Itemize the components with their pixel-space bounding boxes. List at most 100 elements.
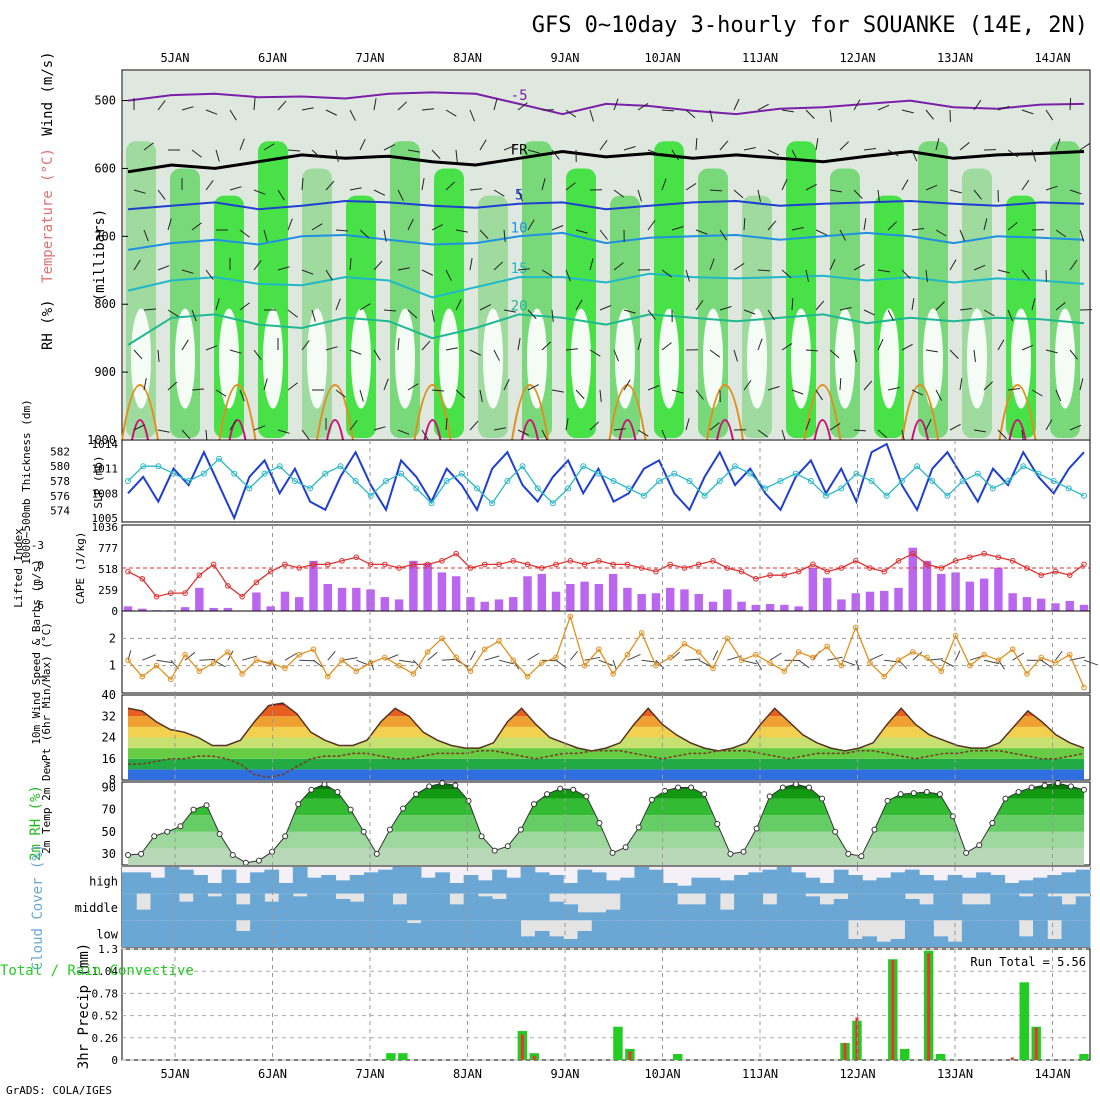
- wind-barb: [493, 98, 498, 111]
- li-point: [439, 558, 445, 564]
- wind-barb: [527, 219, 535, 231]
- thickness-point: [413, 485, 420, 492]
- thickness-point: [352, 478, 359, 484]
- dry-plume: [615, 308, 635, 409]
- thickness-tick-label: 580: [50, 460, 70, 473]
- cape-bar: [309, 560, 318, 611]
- wind-barb: [349, 258, 352, 271]
- wind-barb: [685, 418, 690, 431]
- cape-bar: [1051, 603, 1060, 611]
- cloud-bar: [307, 920, 322, 947]
- wind-barb: [565, 269, 571, 282]
- thickness-point: [838, 485, 845, 492]
- wind-barb: [925, 349, 938, 353]
- wind-speed-point: [567, 613, 574, 620]
- wind-barb: [1069, 349, 1078, 360]
- wind-barb: [1007, 149, 1019, 158]
- thickness-axis-label: 1000~500mb Thickness (dm): [20, 399, 33, 565]
- date-tick-top: 6JAN: [258, 51, 287, 65]
- wind-barb: [647, 149, 660, 155]
- cloud-bar: [193, 893, 208, 921]
- thickness-point: [656, 478, 663, 484]
- precip-total-bar: [398, 1053, 408, 1060]
- cloud-bar: [876, 893, 892, 921]
- cape-bar: [180, 607, 190, 611]
- wind-barb: [431, 224, 443, 231]
- surface-wind-barb: [755, 659, 763, 670]
- wind-barb: [887, 149, 899, 157]
- surface-wind-barb: [498, 659, 514, 665]
- wind-barb: [373, 98, 377, 111]
- wind-barb: [757, 429, 769, 438]
- wind-barb: [407, 383, 419, 391]
- wind-barb: [911, 298, 915, 311]
- rh-point: [1015, 788, 1022, 795]
- wind-barb: [229, 349, 242, 354]
- rh-point: [386, 826, 393, 833]
- wind-barb: [637, 103, 649, 111]
- li-point: [1009, 558, 1016, 564]
- cloud-bar: [534, 872, 550, 894]
- wind-barb: [887, 221, 897, 231]
- precip-convective-bar: [843, 1042, 847, 1060]
- wind-barb: [1055, 389, 1062, 402]
- rh-point: [714, 821, 721, 828]
- surface-contour: [511, 384, 549, 441]
- wind-barb: [1045, 185, 1058, 191]
- wind-barb: [325, 180, 335, 191]
- cloud-bar: [122, 893, 137, 921]
- cloud-bar: [606, 920, 621, 947]
- cloud-bar: [1061, 904, 1077, 921]
- cape-axis-label: CAPE (J/kg): [74, 532, 87, 605]
- cloud-bar: [648, 869, 664, 894]
- dry-plume: [835, 308, 855, 409]
- cloud-bar: [620, 877, 635, 894]
- li-point: [1081, 561, 1087, 568]
- contour-label: FR: [511, 142, 528, 158]
- li-point: [1066, 572, 1073, 578]
- cloud-bar: [662, 893, 678, 921]
- thickness-point: [974, 470, 981, 477]
- wind-barb: [335, 298, 341, 311]
- wind-barb: [949, 423, 961, 431]
- thickness-line: [127, 457, 1085, 505]
- cloud-bar: [235, 883, 251, 894]
- surface-contour: [998, 384, 1037, 441]
- wind10m-axis-label: 10m Wind Speed & Barbs (m/s): [30, 559, 43, 744]
- wind-barb: [671, 226, 684, 231]
- rh-point: [609, 849, 616, 856]
- rh-point: [229, 852, 236, 859]
- cloud-bar: [250, 872, 265, 894]
- wind-barb: [997, 105, 1010, 111]
- thickness-point: [170, 470, 177, 477]
- wind-barb: [1055, 302, 1066, 311]
- cloud-bar: [406, 867, 422, 894]
- wind-barb: [373, 349, 381, 361]
- wind-barb: [791, 389, 804, 395]
- cloud-bar: [1018, 880, 1034, 894]
- rh-point: [596, 819, 603, 826]
- cloud-bar: [392, 904, 408, 921]
- thickness-point: [261, 470, 268, 477]
- cloud-bar: [819, 920, 835, 947]
- surface-wind-barb: [855, 660, 860, 671]
- cloud-bar: [606, 909, 621, 921]
- cloud-bar: [1033, 893, 1048, 921]
- wind-barb: [191, 222, 202, 231]
- cape-bar: [680, 589, 689, 611]
- wind-barb: [455, 389, 466, 399]
- slp-axis-label: SLP (mb): [92, 456, 105, 509]
- rh-point: [701, 791, 708, 798]
- cloud-bar: [136, 872, 151, 894]
- cloud-bar: [207, 896, 223, 921]
- precip-side-label: Total / Rain Convective: [0, 963, 194, 979]
- cloud-bar: [862, 880, 877, 894]
- cloud-bar: [463, 920, 479, 947]
- cloud-bar: [1033, 920, 1048, 947]
- rh-point: [190, 806, 197, 813]
- lifted-index-axis-label: Lifted Index: [12, 528, 25, 608]
- cloud-bar: [1004, 920, 1020, 947]
- wind-barb: [647, 309, 656, 320]
- wind-barb: [863, 309, 876, 316]
- cloud-bar: [976, 920, 991, 947]
